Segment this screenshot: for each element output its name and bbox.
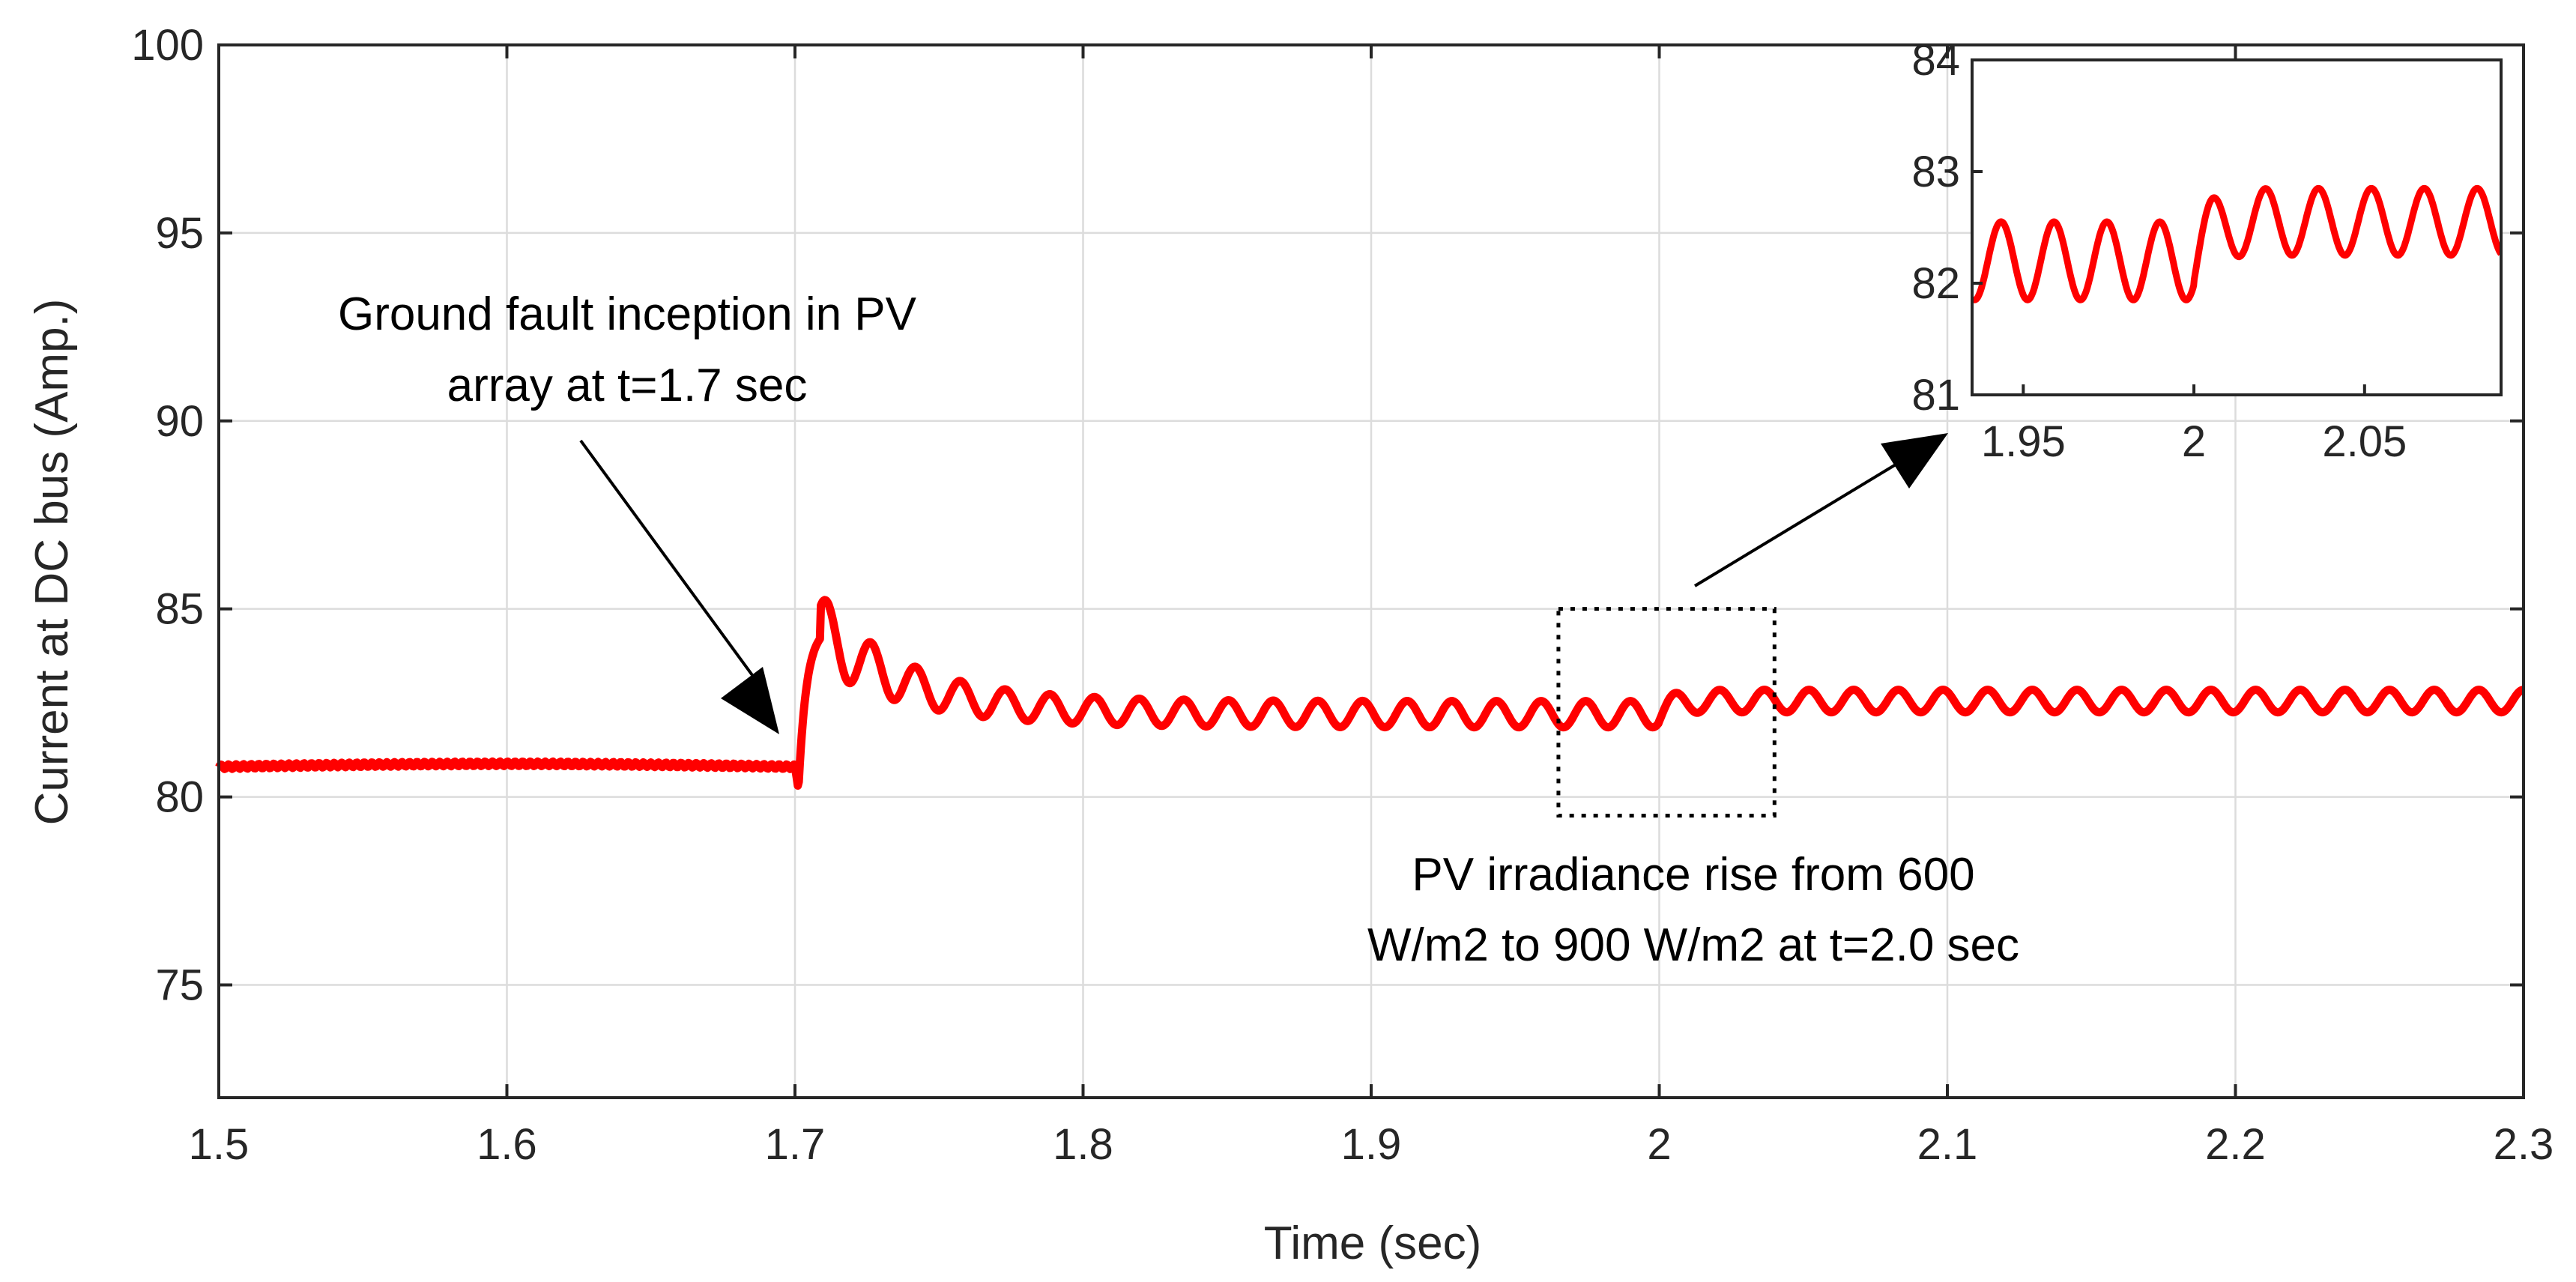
inset-y-tick-label: 81 xyxy=(1911,371,1960,420)
y-tick-label: 90 xyxy=(155,397,204,446)
inset-y-tick-label: 82 xyxy=(1911,259,1960,308)
zoom-arrow-line xyxy=(1693,461,1901,587)
zoom-arrowhead xyxy=(1881,433,1948,489)
inset-plot-frame xyxy=(1971,58,2503,396)
fault-annotation-line1: Ground fault inception in PV xyxy=(338,288,917,340)
x-tick-label: 2.1 xyxy=(1917,1120,1978,1169)
inset-x-tick-label: 2.05 xyxy=(2322,417,2407,466)
main-series xyxy=(215,596,2527,790)
x-tick-label: 1.7 xyxy=(765,1120,826,1169)
inset-x-ticks: 1.95 2 2.05 xyxy=(1981,384,2407,466)
y-tick-label: 75 xyxy=(155,961,204,1009)
x-axis-label: Time (sec) xyxy=(1264,1218,1481,1269)
y-tick-label: 85 xyxy=(155,585,204,634)
x-tick-label: 1.6 xyxy=(477,1120,537,1169)
inset-y-tick-label: 84 xyxy=(1911,36,1960,85)
inset-series xyxy=(1972,184,2501,303)
x-tick-label: 2.3 xyxy=(2494,1120,2554,1169)
fault-annotation-arrow-line xyxy=(579,439,760,685)
inset-x-tick-label: 1.95 xyxy=(1981,417,2066,466)
x-tick-label: 1.5 xyxy=(189,1120,250,1169)
y-axis-label: Current at DC bus (Amp.) xyxy=(26,299,78,826)
x-tick-label: 1.9 xyxy=(1341,1120,1402,1169)
x-tick-label: 2.2 xyxy=(2205,1120,2266,1169)
irradiance-annotation-line1: PV irradiance rise from 600 xyxy=(1412,849,1974,901)
fault-annotation-line2: array at t=1.7 sec xyxy=(447,360,808,411)
inset-x-tick-label: 2 xyxy=(2182,417,2206,466)
x-tick-label: 2 xyxy=(1647,1120,1671,1169)
y-tick-label: 100 xyxy=(131,21,204,70)
inset-y-ticks: 81 82 83 84 xyxy=(1911,36,1983,420)
inset-y-tick-label: 83 xyxy=(1911,148,1960,196)
x-tick-label: 1.8 xyxy=(1053,1120,1113,1169)
fault-annotation-arrowhead xyxy=(721,667,779,734)
zoom-region-box xyxy=(1556,607,1777,818)
series-line xyxy=(215,596,2527,790)
irradiance-annotation-line2: W/m2 to 900 W/m2 at t=2.0 sec xyxy=(1367,919,2019,971)
main-x-ticks: 1.5 1.6 1.7 1.8 1.9 2 2.1 2.2 2.3 xyxy=(189,45,2554,1169)
inset-series-line xyxy=(1972,184,2501,303)
main-y-ticks: 75 80 85 90 95 100 xyxy=(131,21,2524,1009)
y-tick-label: 80 xyxy=(155,773,204,822)
y-tick-label: 95 xyxy=(155,209,204,258)
